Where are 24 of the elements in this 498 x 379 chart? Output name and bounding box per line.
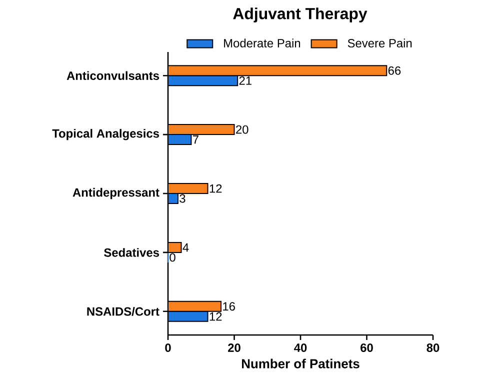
y-tick-label: Antidepressant: [72, 188, 160, 200]
data-label: 20: [236, 125, 248, 134]
y-tick-label: NSAIDS/Cort: [87, 306, 160, 316]
data-label: 4: [182, 243, 189, 252]
y-tick-label: Anticonvulsants: [66, 71, 160, 80]
y-tick-label: Sedatives: [104, 248, 160, 257]
chart-title: Adjuvant Therapy: [233, 8, 368, 22]
data-label: 12: [210, 312, 222, 321]
data-label: 0: [170, 253, 176, 262]
data-label: 3: [180, 194, 186, 203]
data-label: 16: [223, 302, 235, 311]
x-axis-title: Number of Patinets: [242, 358, 360, 368]
x-tick-label: 0: [165, 344, 171, 352]
x-tick-label: 80: [426, 344, 440, 352]
x-tick-label: 20: [228, 344, 240, 352]
y-tick-label: Topical Analgesics: [52, 128, 160, 140]
legend-label: Severe Pain: [348, 38, 412, 48]
legend-label: Moderate Pain: [224, 38, 300, 48]
data-label: 7: [192, 135, 198, 144]
data-label: 21: [239, 76, 252, 85]
data-label: 66: [388, 66, 401, 75]
x-tick-label: 60: [360, 344, 373, 352]
x-tick-label: 40: [294, 344, 307, 352]
data-label: 12: [210, 184, 222, 193]
